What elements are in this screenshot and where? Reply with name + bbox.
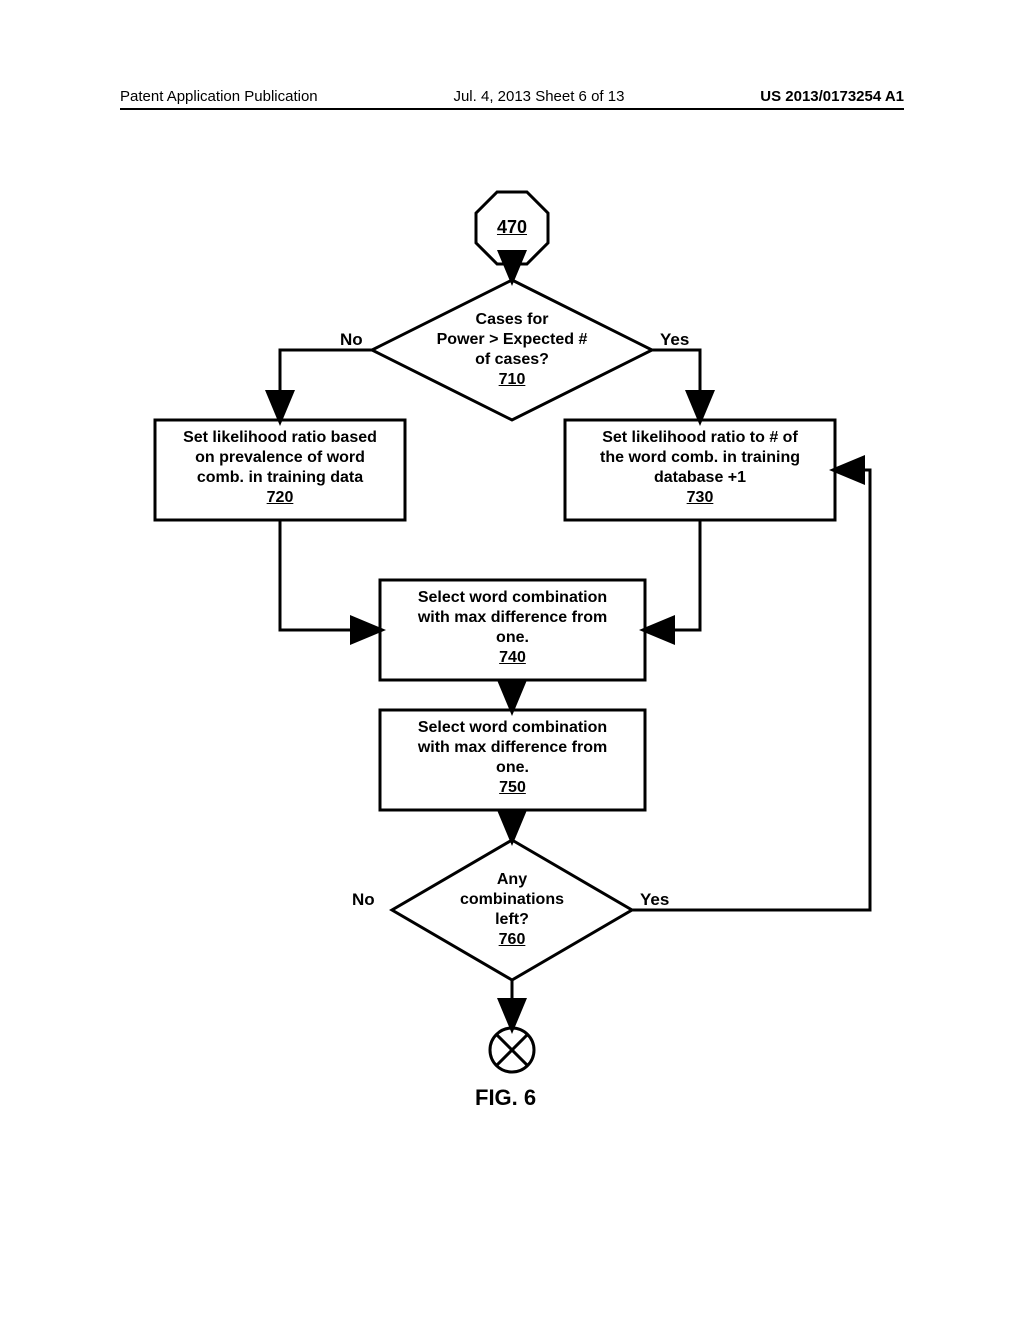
edge-label: No xyxy=(352,890,375,910)
edge-label: Yes xyxy=(660,330,689,350)
edge-label: Yes xyxy=(640,890,669,910)
node-text: Select word combinationwith max differen… xyxy=(385,718,640,798)
node-text: Set likelihood ratio to # ofthe word com… xyxy=(570,428,830,508)
figure-label: FIG. 6 xyxy=(475,1085,536,1111)
node-text: 470 xyxy=(472,216,552,239)
node-text: Select word combinationwith max differen… xyxy=(385,588,640,668)
node-text: Anycombinationsleft?760 xyxy=(402,870,622,950)
node-text: Cases forPower > Expected #of cases?710 xyxy=(382,310,642,390)
edge-label: No xyxy=(340,330,363,350)
node-text: Set likelihood ratio basedon prevalence … xyxy=(160,428,400,508)
